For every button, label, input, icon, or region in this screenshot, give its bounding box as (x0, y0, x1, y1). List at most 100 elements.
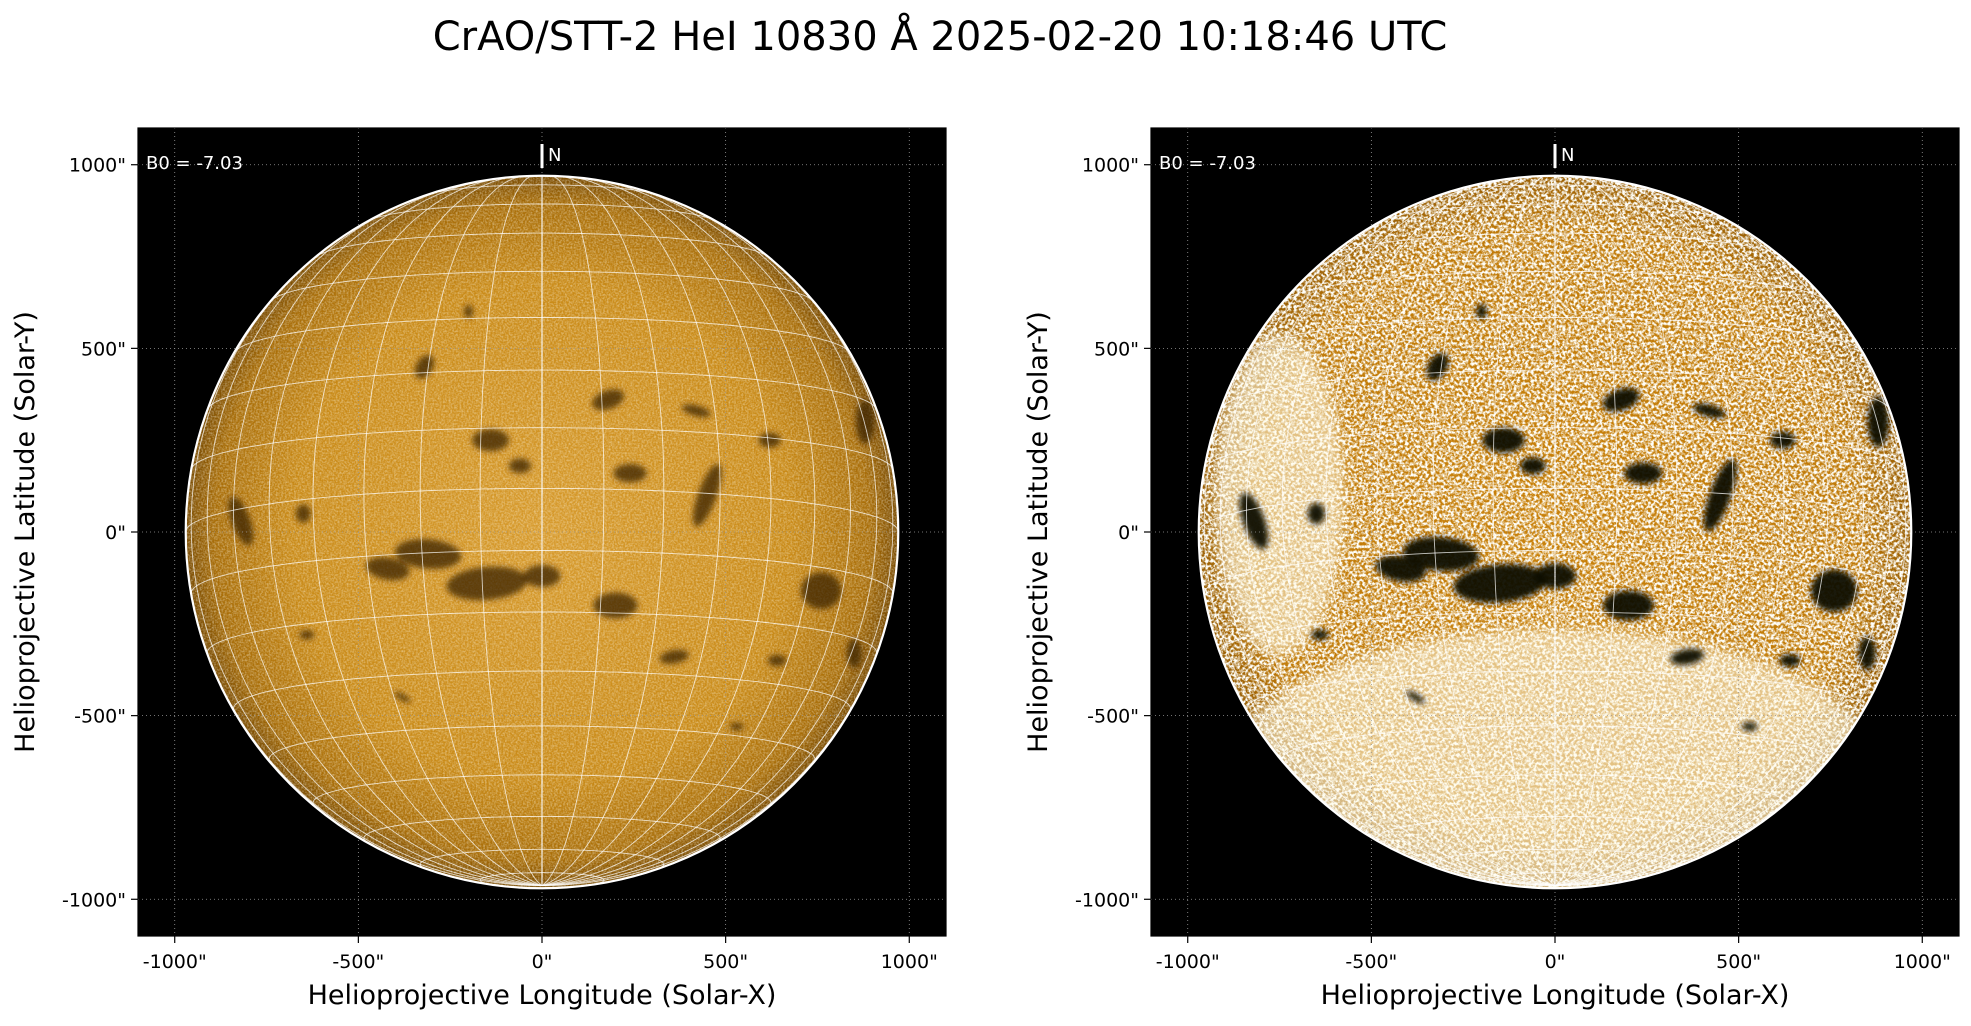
filament-feature (1406, 691, 1425, 704)
b0-label: B0 = -7.03 (1159, 153, 1256, 174)
filament-feature (1624, 462, 1663, 484)
latitude-line (268, 725, 816, 764)
filament-feature (472, 429, 509, 452)
filament-feature (464, 305, 473, 319)
latitude-line (369, 203, 715, 221)
filament-feature (593, 592, 638, 619)
north-label: N (548, 145, 561, 166)
latitude-line (207, 369, 877, 409)
solar-limb (1197, 174, 1913, 890)
y-tick-label: 500" (1094, 338, 1139, 360)
longitude-line (419, 175, 543, 887)
x-axis-label: Helioprojective Longitude (Solar-X) (1321, 980, 1790, 1011)
latitude-line (1376, 815, 1734, 844)
latitude-line (1220, 369, 1890, 409)
longitude-line (1376, 176, 1556, 887)
x-tick-label: 500" (1716, 951, 1761, 973)
latitude-line (190, 427, 894, 470)
y-tick-label: 0" (105, 522, 126, 544)
filament-feature (856, 399, 875, 444)
filament-feature (1426, 353, 1449, 381)
filament-feature (446, 566, 528, 601)
latitude-line (190, 550, 894, 594)
filament-feature (592, 389, 624, 411)
filament-feature (1603, 590, 1654, 621)
latitude-line (1198, 487, 1912, 533)
latitude-line (206, 611, 878, 655)
y-tick-label: -500" (74, 706, 126, 728)
filament-feature (730, 722, 744, 731)
panel-original: -1000" -1000" -500" -500" 0" 0" 500" 500" 1000" 1… (10, 127, 947, 1011)
filament-feature (508, 458, 531, 474)
y-tick-label: -1000" (1075, 889, 1139, 911)
longitude-line (363, 176, 543, 887)
filament-feature (682, 404, 711, 418)
longitude-line (1492, 175, 1556, 886)
latitude-line (1247, 317, 1863, 352)
longitude-line (1554, 176, 1734, 887)
y-tick-label: 1000" (1082, 155, 1139, 177)
plot-frame (137, 127, 947, 937)
x-tick-label: 0" (532, 951, 553, 973)
longitude-line (1325, 177, 1556, 887)
filament-feature (1670, 648, 1704, 665)
latitude-line (316, 232, 768, 257)
filament-feature (846, 638, 862, 668)
axis-ticks: -1000" -1000" -500" -500" 0" 0" 500" 500" 1000" 1… (62, 127, 947, 973)
latitude-line (1203, 427, 1907, 470)
filament-feature (299, 630, 315, 640)
x-tick-label: -1000" (143, 951, 207, 973)
longitude-line (233, 183, 543, 887)
filament-feature (1858, 636, 1876, 671)
filament-feature (1476, 304, 1487, 320)
x-tick-label: 0" (1545, 951, 1566, 973)
filament-feature (659, 649, 689, 664)
latitude-line (1219, 611, 1891, 655)
longitude-line (1554, 175, 1618, 886)
y-tick-label: 0" (1118, 522, 1139, 544)
latitude-line (1382, 203, 1728, 221)
filament-feature (1692, 403, 1726, 418)
north-label: N (1561, 145, 1574, 166)
x-tick-label: 1000" (881, 951, 938, 973)
filament-feature (295, 504, 311, 523)
longitude-line (1246, 183, 1556, 887)
filament-feature (1311, 629, 1329, 640)
filament-feature (1403, 536, 1480, 572)
x-tick-label: -1000" (1156, 951, 1220, 973)
longitude-line (312, 177, 543, 887)
x-tick-label: -500" (1345, 951, 1397, 973)
filament-feature (1520, 457, 1546, 475)
latitude-line (1283, 270, 1827, 302)
x-tick-label: -500" (332, 951, 384, 973)
longitude-line (541, 183, 851, 887)
longitude-line (479, 175, 543, 886)
y-tick-label: -500" (1087, 706, 1139, 728)
y-tick-label: 1000" (69, 155, 126, 177)
filament-feature (1867, 396, 1889, 448)
longitude-line (1554, 183, 1864, 887)
y-tick-label: -1000" (62, 889, 126, 911)
filament-feature (228, 496, 254, 546)
latitude-line (363, 815, 721, 844)
coordinate-grid (1151, 128, 1959, 936)
filament-feature (1453, 564, 1547, 603)
coordinate-grid (138, 128, 946, 936)
latitude-line (419, 848, 665, 870)
x-axis-label: Helioprojective Longitude (Solar-X) (308, 980, 777, 1011)
filament-feature (1779, 654, 1801, 667)
filament-feature (1602, 387, 1640, 412)
longitude-line (541, 177, 772, 887)
filament-feature (394, 692, 411, 703)
filament-feature (613, 464, 647, 483)
figure-title: CrAO/STT-2 HeI 10830 Å 2025-02-20 10:18:… (433, 12, 1448, 60)
latitude-line (270, 270, 814, 302)
latitude-line (1492, 872, 1618, 886)
y-axis-label: Helioprojective Latitude (Solar-Y) (10, 311, 41, 753)
latitude-line (479, 872, 605, 886)
filament-feature (1375, 555, 1426, 582)
latitude-line (1281, 725, 1829, 764)
latitude-line (185, 487, 899, 533)
filament-feature (693, 464, 722, 527)
latitude-line (1325, 774, 1785, 808)
